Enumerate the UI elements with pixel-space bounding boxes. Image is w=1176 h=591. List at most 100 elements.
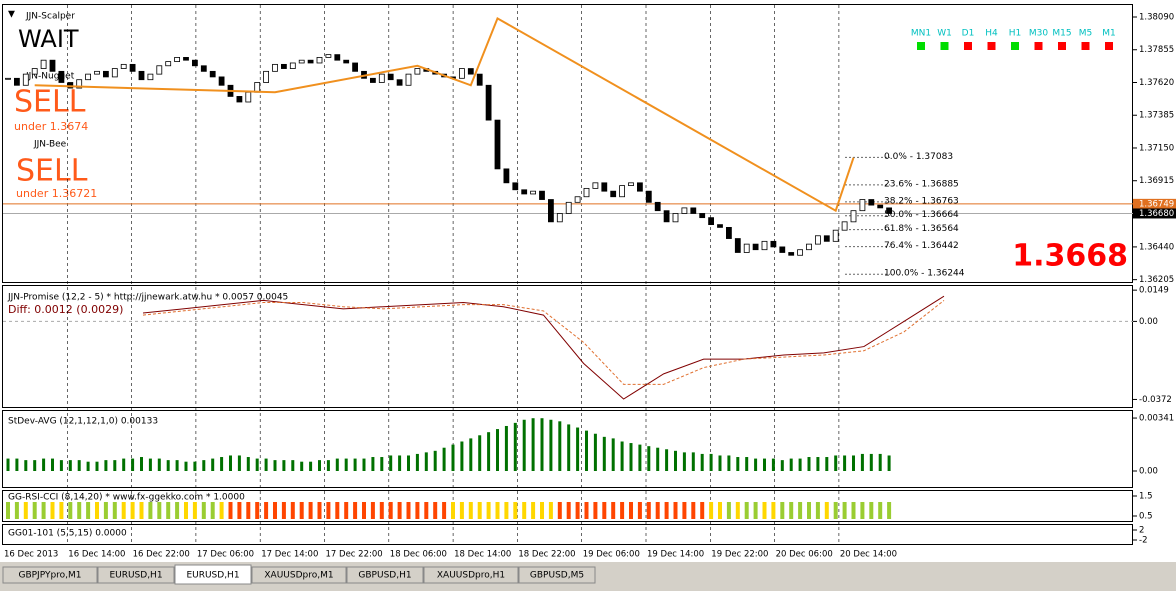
candle xyxy=(690,207,697,214)
stdev-bar xyxy=(665,449,669,471)
candle xyxy=(120,63,127,69)
candle xyxy=(717,224,723,228)
x-tick-label: 16 Dec 22:00 xyxy=(133,550,190,560)
stdev-frame xyxy=(2,410,1133,488)
rsicci-bar xyxy=(860,502,865,519)
candle xyxy=(58,70,65,83)
rsicci-bar xyxy=(23,502,28,519)
rsicci-bar xyxy=(112,502,117,519)
stdev-bar xyxy=(77,460,81,471)
stdev-bar xyxy=(398,455,402,471)
candle xyxy=(556,213,563,223)
candle xyxy=(592,182,599,189)
stdev-bar xyxy=(157,458,161,471)
candle xyxy=(378,73,385,83)
x-tick-label: 20 Dec 14:00 xyxy=(840,550,897,560)
gg01-frame xyxy=(2,524,1133,545)
candle xyxy=(530,190,536,195)
tab-label: XAUUSDpro,M1 xyxy=(264,571,333,581)
tab[interactable] xyxy=(518,566,596,584)
stdev-bar xyxy=(593,433,597,471)
x-tick-label: 16 Dec 2013 xyxy=(4,550,58,560)
rsicci-bar xyxy=(709,502,714,519)
stdev-bar xyxy=(175,460,179,471)
x-tick-label: 19 Dec 14:00 xyxy=(647,550,704,560)
rsicci-bar xyxy=(290,502,295,519)
fib-label: 23.6% - 1.36885 xyxy=(884,179,959,189)
rsicci-bar xyxy=(504,502,509,519)
candle xyxy=(94,70,100,75)
candle xyxy=(637,182,643,192)
stdev-bar xyxy=(51,458,54,471)
stdev-bar xyxy=(771,458,775,471)
timeframe-label: H1 xyxy=(1009,29,1022,39)
rsicci-bar xyxy=(175,502,180,519)
candle xyxy=(521,189,528,195)
y-tick-label: 1.36440 xyxy=(1139,242,1174,252)
timeframe-status xyxy=(1011,42,1019,50)
timeframe-status xyxy=(964,42,972,50)
stdev-bar xyxy=(522,419,526,471)
rsicci-bar xyxy=(32,502,37,519)
candle xyxy=(734,238,741,253)
rsicci-bar xyxy=(807,502,811,519)
y-tick-label: 1.37620 xyxy=(1139,78,1174,88)
rsicci-bar xyxy=(620,502,625,519)
tab[interactable] xyxy=(346,566,424,584)
candle xyxy=(218,76,225,86)
rsicci-bar xyxy=(397,502,402,519)
y-tick-label: 1.37855 xyxy=(1139,45,1174,55)
tab[interactable] xyxy=(174,564,252,585)
stdev-bar xyxy=(335,458,339,471)
rsicci-bar xyxy=(121,502,126,519)
x-tick-label: 18 Dec 14:00 xyxy=(454,550,511,560)
rsicci-bar xyxy=(495,502,500,519)
candle xyxy=(832,229,839,242)
tab[interactable] xyxy=(97,566,175,584)
stdev-bar xyxy=(273,460,277,471)
candle xyxy=(708,217,714,226)
timeframe-status xyxy=(917,42,925,50)
candle xyxy=(779,246,786,253)
y-tick-label: 2 xyxy=(1139,526,1144,536)
stdev-bar xyxy=(318,460,321,471)
rsicci-bar xyxy=(513,502,518,519)
candle xyxy=(770,240,777,248)
candle xyxy=(191,59,198,67)
stdev-bar xyxy=(442,447,446,471)
candle xyxy=(823,235,830,242)
stdev-bar xyxy=(237,455,241,471)
tab[interactable] xyxy=(2,566,98,584)
rsicci-bar xyxy=(798,502,803,519)
rsicci-bar xyxy=(664,502,669,519)
rsicci-bar xyxy=(41,502,46,519)
stdev-bar xyxy=(95,461,99,471)
rsicci-bar xyxy=(273,502,277,519)
rsicci-bar xyxy=(451,502,455,519)
stdev-bar xyxy=(33,460,37,471)
stdev-bar xyxy=(389,455,393,471)
promise-diff: Diff: 0.0012 (0.0029) xyxy=(8,303,123,316)
panel-frames xyxy=(2,4,1133,545)
stdev-bar xyxy=(647,446,651,471)
rsicci-bar xyxy=(184,502,188,519)
rsicci-bar xyxy=(139,502,144,519)
candle xyxy=(485,84,492,121)
timeframe-status xyxy=(987,42,996,50)
candle xyxy=(76,79,83,89)
tab[interactable] xyxy=(251,566,347,584)
tab[interactable] xyxy=(423,566,519,584)
stdev-title: StDev-AVG (12,1,12,1,0) 0.00133 xyxy=(8,417,158,427)
rsicci-bar xyxy=(531,502,536,519)
stdev-bar xyxy=(15,458,19,471)
candle xyxy=(574,196,581,203)
rsicci-bar xyxy=(308,502,313,519)
rsicci-bar xyxy=(362,502,366,519)
candle xyxy=(387,73,394,81)
rsicci-bar xyxy=(219,502,224,519)
timeframe-label: H4 xyxy=(985,29,998,39)
stdev-bar xyxy=(362,458,366,471)
rsicci-bar xyxy=(433,502,438,519)
candle xyxy=(797,249,803,256)
x-tick-label: 18 Dec 22:00 xyxy=(518,550,575,560)
